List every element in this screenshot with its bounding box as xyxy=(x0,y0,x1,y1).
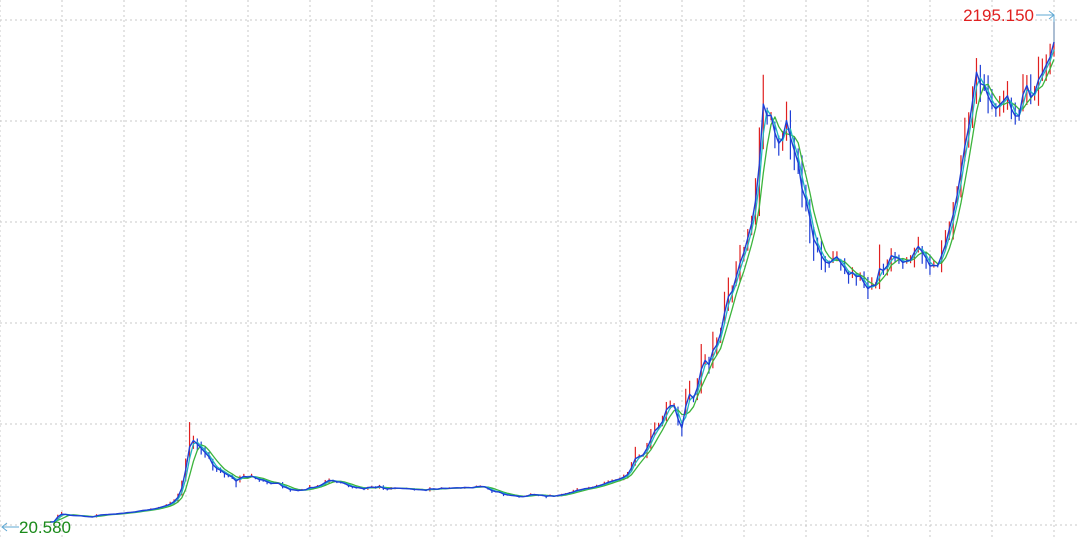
price-series xyxy=(49,41,1055,523)
max-arrow-icon xyxy=(1036,10,1055,42)
candle-wicks xyxy=(53,21,1055,523)
min-price-label: 20.580 xyxy=(19,518,71,537)
min-arrow-icon xyxy=(1,522,19,532)
extreme-markers: 2195.150 20.580 xyxy=(1,6,1055,537)
price-line xyxy=(49,41,1055,523)
max-price-label: 2195.150 xyxy=(963,6,1034,25)
